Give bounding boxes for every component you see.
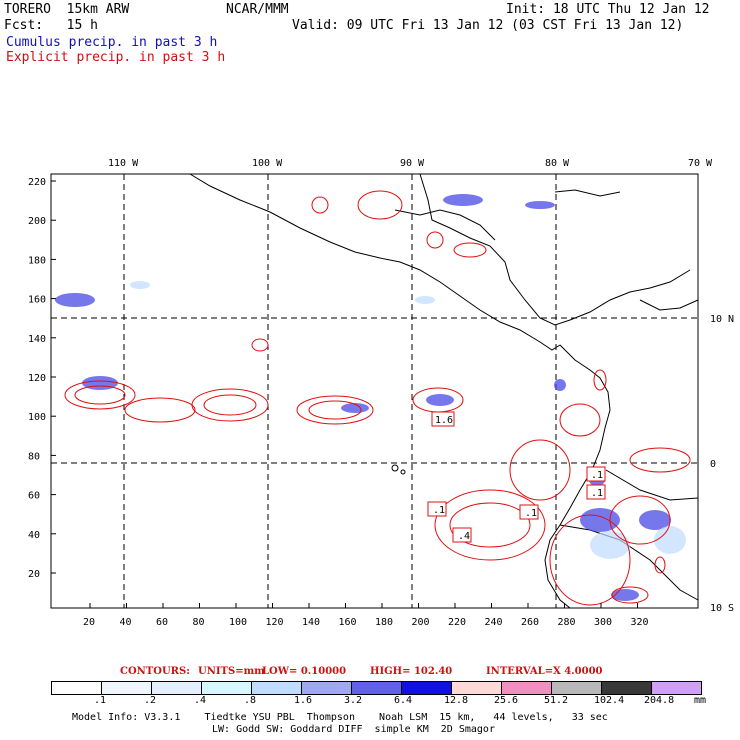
colorbar [51, 681, 702, 695]
x-tick-labels: 20 40 60 80 100 120 140 160 180 200 220 240 260 280 30… [83, 603, 649, 628]
cumulus-precip [55, 194, 671, 601]
x-tick-label: 100 [229, 617, 247, 628]
colorbar-label: mm [694, 695, 707, 706]
lon-label: 100 W [252, 158, 283, 169]
map-frame [50, 173, 699, 609]
colorbar-label: .1 [94, 695, 107, 706]
lon-label: 80 W [545, 158, 570, 169]
colorbar-swatch [202, 682, 252, 694]
colorbar-label: 6.4 [394, 695, 413, 706]
lon-label: 90 W [400, 158, 425, 169]
x-tick-label: 320 [631, 617, 649, 628]
y-tick-label: 100 [28, 412, 46, 423]
y-tick-label: 200 [28, 216, 46, 227]
lon-labels: 110 W 100 W 90 W 80 W 70 W [108, 158, 713, 169]
colorbar-swatch [402, 682, 452, 694]
colorbar-swatch [52, 682, 102, 694]
x-tick-label: 220 [448, 617, 466, 628]
x-tick-label: 120 [266, 617, 284, 628]
x-tick-label: 200 [412, 617, 430, 628]
colorbar-swatch [252, 682, 302, 694]
x-tick-label: 20 [83, 617, 95, 628]
lat-label: 0 [710, 459, 716, 470]
model-title: TORERO 15km ARW [4, 2, 130, 17]
colorbar-swatch [452, 682, 502, 694]
lat-lon-grid [51, 174, 698, 608]
lon-label: 70 W [688, 158, 713, 169]
contours-label: CONTOURS: [120, 666, 190, 677]
x-tick-label: 280 [558, 617, 576, 628]
x-tick-label: 300 [594, 617, 612, 628]
explicit-legend: Explicit precip. in past 3 h [6, 50, 226, 65]
colorbar-swatch [552, 682, 602, 694]
colorbar-swatch [652, 682, 701, 694]
colorbar-swatch [602, 682, 652, 694]
y-tick-label: 140 [28, 334, 46, 345]
colorbar-label: .8 [244, 695, 257, 706]
x-tick-label: 60 [156, 617, 168, 628]
model-info: Model Info: V3.3.1 Tiedtke YSU PBL Thomp… [72, 712, 608, 723]
lat-label: 10 S [710, 603, 734, 614]
contour-label: 1.6 [435, 415, 453, 426]
lat-labels: 10 N 0 10 S [710, 314, 734, 614]
valid-time: Valid: 09 UTC Fri 13 Jan 12 (03 CST Fri … [292, 18, 684, 33]
contours-interval: INTERVAL=X 4.0000 [486, 666, 603, 677]
y-tick-labels: 220 200 180 160 140 120 100 80 60 40 20 [28, 177, 56, 580]
y-tick-label: 160 [28, 295, 46, 306]
x-tick-label: 240 [485, 617, 503, 628]
forecast-hour: Fcst: 15 h [4, 18, 98, 33]
model-physics: LW: Godd SW: Goddard DIFF simple KM 2D S… [212, 724, 495, 735]
contour-label: .4 [458, 531, 470, 542]
colorbar-swatch [102, 682, 152, 694]
colorbar-label: 1.6 [294, 695, 313, 706]
contour-label: .1 [591, 488, 603, 499]
y-tick-label: 20 [28, 569, 40, 580]
colorbar-swatch [502, 682, 552, 694]
contours-high: HIGH= 102.40 [370, 666, 453, 677]
org-label: NCAR/MMM [226, 2, 289, 17]
colorbar-label: 51.2 [544, 695, 569, 706]
colorbar-label: 204.8 [644, 695, 675, 706]
y-tick-label: 60 [28, 491, 40, 502]
colorbar-swatch [152, 682, 202, 694]
contours-units: UNITS=mm [198, 666, 265, 677]
colorbar-label: .2 [144, 695, 157, 706]
x-tick-label: 160 [339, 617, 357, 628]
lat-label: 10 N [710, 314, 734, 325]
colorbar-label: .4 [194, 695, 207, 706]
contour-label: .1 [591, 470, 603, 481]
explicit-contours [64, 190, 691, 606]
contour-label-group: 1.6 .1 .1 .4 .1 .1 [427, 411, 606, 543]
x-tick-label: 140 [302, 617, 320, 628]
lon-label: 110 W [108, 158, 139, 169]
init-time: Init: 18 UTC Thu 12 Jan 12 [506, 2, 710, 17]
y-tick-label: 40 [28, 530, 40, 541]
colorbar-swatch [302, 682, 352, 694]
x-tick-label: 40 [120, 617, 132, 628]
contour-label: .1 [433, 505, 445, 516]
colorbar-label: 25.6 [494, 695, 519, 706]
colorbar-swatch [352, 682, 402, 694]
contour-label: .1 [525, 508, 537, 519]
colorbar-label: 12.8 [444, 695, 469, 706]
colorbar-label: 3.2 [344, 695, 363, 706]
x-tick-label: 260 [521, 617, 539, 628]
colorbar-label: 102.4 [594, 695, 625, 706]
x-tick-label: 80 [193, 617, 205, 628]
x-tick-label: 180 [375, 617, 393, 628]
y-tick-label: 220 [28, 177, 46, 188]
y-tick-label: 180 [28, 255, 46, 266]
cumulus-legend: Cumulus precip. in past 3 h [6, 35, 218, 50]
y-tick-label: 120 [28, 373, 46, 384]
y-tick-label: 80 [28, 451, 40, 462]
contours-low: LOW= 0.10000 [262, 666, 347, 677]
